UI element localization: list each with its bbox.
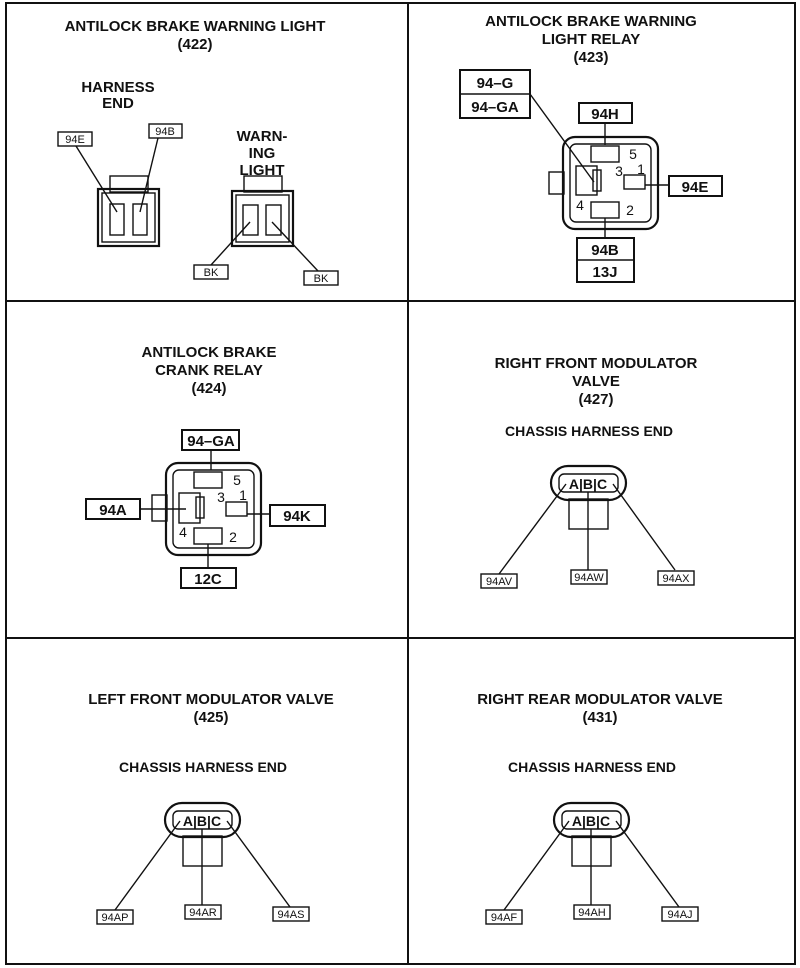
- wire-94k-box: [269, 504, 326, 527]
- wire-94e-label: 94E: [65, 134, 85, 146]
- valve-427-pin-letters: A|B|C: [569, 476, 607, 492]
- wire-94k-label: 94K: [283, 508, 311, 525]
- harness-end-connector: [96, 175, 161, 248]
- panel-423-warning-light-relay: ANTILOCK BRAKE WARNING LIGHT RELAY (423)…: [459, 13, 723, 283]
- warning-light-connector: [230, 175, 295, 248]
- panel-422-number: (422): [177, 36, 212, 53]
- warning-light-label-line2: ING: [249, 145, 276, 162]
- panel-425-left-front-modulator: LEFT FRONT MODULATOR VALVE (425) CHASSIS…: [88, 691, 334, 925]
- pin-3-label: 3: [217, 489, 225, 505]
- pin-5-label: 5: [233, 472, 241, 488]
- pin-5-label: 5: [629, 146, 637, 162]
- wire-94aw-box: [570, 569, 608, 585]
- pin-1-label: 1: [637, 161, 645, 177]
- wire-94aw-label: 94AW: [574, 572, 604, 584]
- pin-3-label: 3: [615, 163, 623, 179]
- wire-12c-box: [180, 567, 237, 589]
- wire-94b-label: 94B: [155, 126, 175, 138]
- panel-431-title: RIGHT REAR MODULATOR VALVE: [477, 691, 723, 708]
- valve-425-pin-letters: A|B|C: [183, 813, 221, 829]
- pin-2-label: 2: [626, 202, 634, 218]
- panel-431-subtitle: CHASSIS HARNESS END: [508, 759, 676, 775]
- panel-427-title-line1: RIGHT FRONT MODULATOR: [495, 355, 698, 372]
- wire-94ah-label: 94AH: [578, 907, 606, 919]
- wire-94h-label: 94H: [591, 106, 619, 123]
- wire-94ax-label: 94AX: [663, 573, 691, 585]
- panel-425-title: LEFT FRONT MODULATOR VALVE: [88, 691, 334, 708]
- panel-423-title-line2: LIGHT RELAY: [542, 31, 641, 48]
- wire-94af-label: 94AF: [491, 912, 518, 924]
- wire-bk-right-label: BK: [314, 273, 329, 285]
- wire-94ap-box: [96, 909, 134, 925]
- panel-425-subtitle: CHASSIS HARNESS END: [119, 759, 287, 775]
- relay-423-body: [548, 135, 660, 231]
- wire-94e-box: [57, 131, 93, 147]
- wire-94ga-label: 94–GA: [471, 99, 519, 116]
- wire-94ap-label: 94AP: [102, 912, 129, 924]
- panel-424-title-line2: CRANK RELAY: [155, 362, 263, 379]
- panel-427-right-front-modulator: RIGHT FRONT MODULATOR VALVE (427) CHASSI…: [480, 355, 698, 589]
- warning-light-label-line3: LIGHT: [240, 162, 285, 179]
- pin-1-label: 1: [239, 487, 247, 503]
- wire-94as-box: [272, 906, 310, 922]
- wire-bk-left-label: BK: [204, 267, 219, 279]
- wire-94e-relay-box: [668, 175, 723, 197]
- pin-4-label: 4: [576, 197, 584, 213]
- wire-94g-label: 94–G: [477, 75, 514, 92]
- pin-4-label: 4: [179, 524, 187, 540]
- panel-427-title-line2: VALVE: [572, 373, 620, 390]
- panel-427-subtitle: CHASSIS HARNESS END: [505, 423, 673, 439]
- panel-422-warning-light: ANTILOCK BRAKE WARNING LIGHT (422) HARNE…: [57, 18, 339, 286]
- wire-94ga-crank-label: 94–GA: [187, 433, 235, 450]
- panel-423-number: (423): [573, 49, 608, 66]
- wire-94af-box: [485, 909, 523, 925]
- wire-94a-label: 94A: [99, 502, 127, 519]
- harness-end-label-line1: HARNESS: [81, 79, 154, 96]
- wire-94av-label: 94AV: [486, 576, 513, 588]
- wire-94b-relay-label: 94B: [591, 242, 619, 259]
- wire-12c-label: 12C: [194, 571, 222, 588]
- wire-94as-label: 94AS: [278, 909, 305, 921]
- panel-427-number: (427): [578, 391, 613, 408]
- grid-frame: [5, 2, 796, 965]
- wire-13j-label: 13J: [592, 264, 617, 281]
- valve-431-pin-letters: A|B|C: [572, 813, 610, 829]
- panel-422-title: ANTILOCK BRAKE WARNING LIGHT: [65, 18, 326, 35]
- wire-94ah-box: [573, 904, 611, 920]
- panel-424-number: (424): [191, 380, 226, 397]
- warning-light-label-line1: WARN-: [237, 128, 288, 145]
- panel-431-number: (431): [582, 709, 617, 726]
- wire-94e-relay-label: 94E: [682, 179, 709, 196]
- panel-431-right-rear-modulator: RIGHT REAR MODULATOR VALVE (431) CHASSIS…: [477, 691, 723, 925]
- panel-424-title-line1: ANTILOCK BRAKE: [142, 344, 277, 361]
- pin-2-label: 2: [229, 529, 237, 545]
- wire-94ax-box: [657, 570, 695, 586]
- panel-424-crank-relay: ANTILOCK BRAKE CRANK RELAY (424) 94–GA 5…: [85, 344, 326, 589]
- panel-423-title-line1: ANTILOCK BRAKE WARNING: [485, 13, 697, 30]
- panel-425-number: (425): [193, 709, 228, 726]
- wire-94ar-box: [184, 904, 222, 920]
- wire-bk-right-box: [303, 270, 339, 286]
- wire-94b-box: [148, 123, 183, 139]
- wire-94av-box: [480, 573, 518, 589]
- harness-end-label-line2: END: [102, 95, 134, 112]
- wire-94aj-label: 94AJ: [667, 909, 692, 921]
- wire-94aj-box: [661, 906, 699, 922]
- wire-94ar-label: 94AR: [189, 907, 217, 919]
